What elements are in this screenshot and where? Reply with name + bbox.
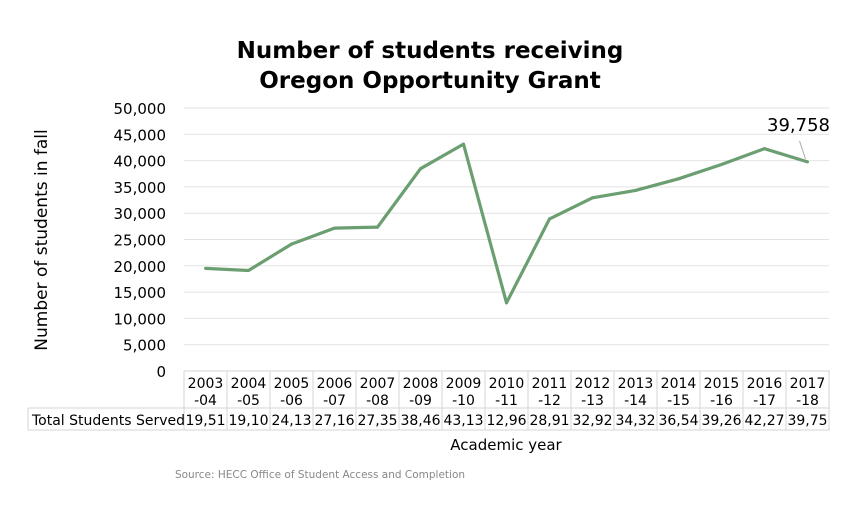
data-point	[806, 160, 809, 164]
table-cell-value: 39,26	[701, 413, 741, 429]
x-tick-label-suffix: -04	[194, 393, 217, 409]
y-tick-label: 0	[156, 363, 166, 381]
y-tick-label: 45,000	[114, 126, 167, 144]
y-axis-label: Number of students in fall	[32, 129, 52, 350]
x-tick-label-suffix: -17	[753, 393, 776, 409]
data-point	[376, 225, 379, 229]
table-cell-value: 38,46	[400, 413, 440, 429]
x-tick-label-suffix: -12	[538, 393, 561, 409]
x-tick-label-year: 2003	[188, 376, 224, 392]
annotation-leader	[799, 140, 806, 160]
x-tick-label-year: 2016	[747, 376, 783, 392]
x-tick-label-suffix: -18	[796, 393, 819, 409]
x-tick-label-year: 2011	[532, 376, 568, 392]
data-point	[204, 266, 207, 270]
x-tick-label-year: 2017	[790, 376, 826, 392]
x-tick-label-suffix: -10	[452, 393, 475, 409]
chart-title-line-1: Number of students receiving	[237, 38, 624, 64]
table-cell-value: 19,10	[228, 413, 268, 429]
table-cell-value: 34,32	[615, 413, 655, 429]
data-point	[505, 301, 508, 305]
x-tick-label-suffix: -11	[495, 393, 518, 409]
data-point	[290, 242, 293, 246]
y-tick-label: 5,000	[123, 337, 166, 355]
x-tick-label-year: 2009	[446, 376, 482, 392]
x-tick-label-year: 2005	[274, 376, 310, 392]
chart-title-line-2: Oregon Opportunity Grant	[259, 68, 601, 94]
table-cell-value: 19,51	[185, 413, 225, 429]
data-point	[462, 142, 465, 146]
x-tick-label-suffix: -07	[323, 393, 346, 409]
data-point	[548, 217, 551, 221]
table-cell-value: 36,54	[658, 413, 698, 429]
x-tick-label-year: 2004	[231, 376, 267, 392]
table-cell-value: 28,91	[529, 413, 569, 429]
x-tick-label-year: 2006	[317, 376, 353, 392]
table-row-header: Total Students Served	[31, 413, 185, 429]
x-tick-label-suffix: -05	[237, 393, 260, 409]
x-tick-label-year: 2008	[403, 376, 439, 392]
x-tick-label-suffix: -09	[409, 393, 432, 409]
data-point	[634, 188, 637, 192]
data-point	[720, 162, 723, 166]
y-tick-label: 25,000	[114, 232, 167, 250]
x-tick-label-suffix: -14	[624, 393, 647, 409]
x-tick-label-suffix: -13	[581, 393, 604, 409]
y-tick-label: 15,000	[114, 284, 167, 302]
data-point	[677, 177, 680, 181]
table-cell-value: 27,35	[357, 413, 397, 429]
data-point	[763, 147, 766, 151]
y-tick-label: 35,000	[114, 179, 167, 197]
table-cell-value: 43,13	[443, 413, 483, 429]
x-tick-label-year: 2013	[618, 376, 654, 392]
data-point	[591, 196, 594, 200]
y-tick-label: 50,000	[114, 100, 167, 118]
series-line	[205, 142, 808, 305]
table-cell-value: 32,92	[572, 413, 612, 429]
table-cell-value: 12,96	[486, 413, 526, 429]
x-tick-label-year: 2015	[704, 376, 740, 392]
annotation-label: 39,758	[767, 115, 830, 136]
x-tick-label-suffix: -16	[710, 393, 733, 409]
x-tick-label-year: 2014	[661, 376, 697, 392]
table-cell-value: 42,27	[744, 413, 784, 429]
y-tick-label: 40,000	[114, 153, 167, 171]
data-point	[247, 269, 250, 273]
table-cell-value: 24,13	[271, 413, 311, 429]
y-tick-label: 10,000	[114, 310, 167, 328]
y-tick-label: 20,000	[114, 258, 167, 276]
x-tick-label-suffix: -08	[366, 393, 389, 409]
y-tick-label: 30,000	[114, 205, 167, 223]
source-note: Source: HECC Office of Student Access an…	[175, 469, 465, 481]
table-cell-value: 39,75	[787, 413, 827, 429]
table-cell-value: 27,16	[314, 413, 354, 429]
x-tick-label-year: 2007	[360, 376, 396, 392]
x-tick-label-year: 2010	[489, 376, 525, 392]
x-tick-label-suffix: -06	[280, 393, 303, 409]
x-tick-label-year: 2012	[575, 376, 611, 392]
data-point	[333, 226, 336, 230]
data-point	[419, 167, 422, 171]
x-tick-label-suffix: -15	[667, 393, 690, 409]
x-axis-label: Academic year	[450, 436, 562, 454]
